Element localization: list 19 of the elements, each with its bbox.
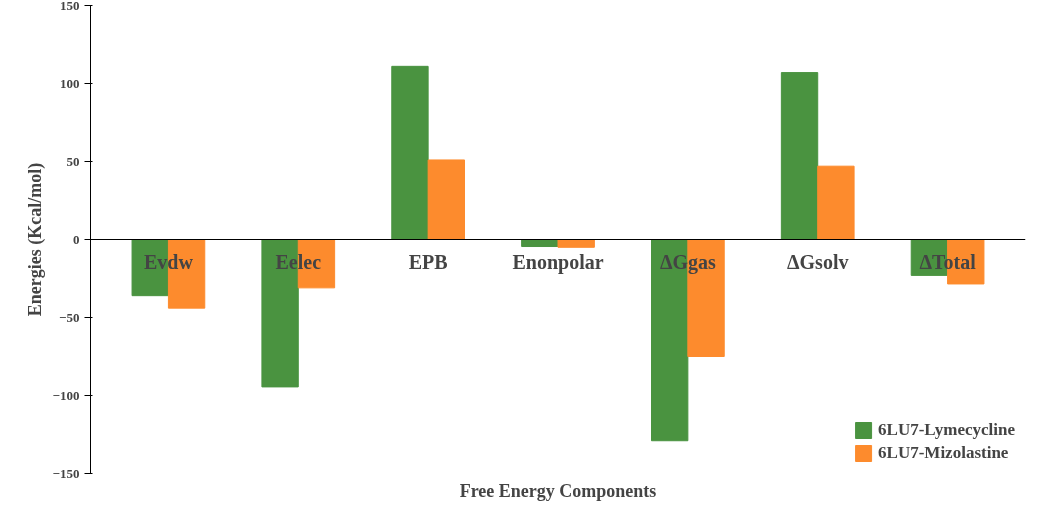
y-tick-label: 50 bbox=[66, 153, 80, 169]
y-tick-label: −100 bbox=[52, 387, 80, 403]
legend-label: 6LU7-Lymecycline bbox=[878, 420, 1015, 440]
bar bbox=[427, 159, 465, 240]
y-tick-label: 150 bbox=[60, 0, 80, 13]
bar bbox=[780, 72, 819, 240]
y-tick-label: −50 bbox=[59, 309, 80, 325]
y-tick-label: 100 bbox=[60, 75, 80, 91]
x-axis-title: Free Energy Components bbox=[459, 480, 657, 501]
y-axis-title: Energies (Kcal/mol) bbox=[24, 162, 46, 317]
x-tick-label: ΔGsolv bbox=[787, 250, 849, 273]
x-tick-label: EPB bbox=[408, 250, 448, 273]
bar bbox=[817, 165, 855, 240]
y-tick-label: −150 bbox=[52, 465, 80, 481]
bar bbox=[391, 65, 429, 240]
x-tick-label: Enonpolar bbox=[512, 250, 604, 274]
legend-label: 6LU7-Mizolastine bbox=[878, 443, 1009, 463]
bar bbox=[557, 239, 595, 248]
y-tick-label: 0 bbox=[73, 231, 80, 247]
